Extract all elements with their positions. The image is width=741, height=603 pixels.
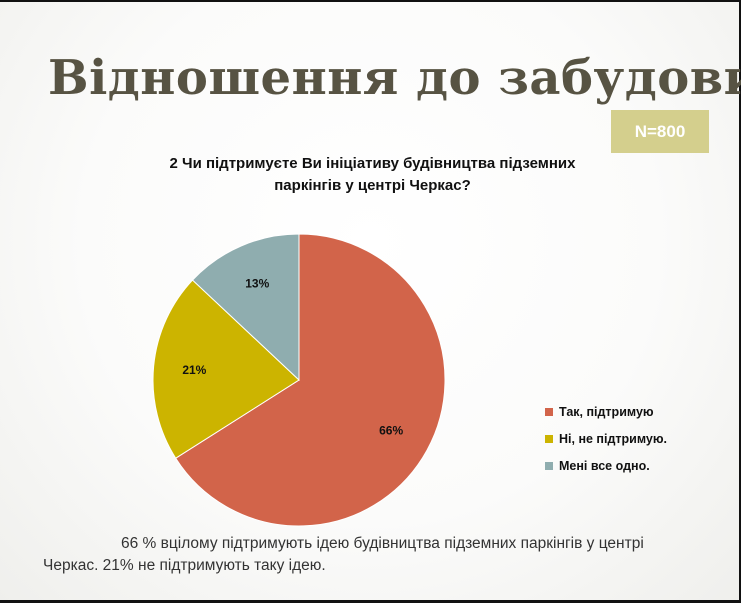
legend-swatch bbox=[545, 461, 553, 470]
pie-data-label: 13% bbox=[245, 277, 269, 291]
chart-title-line-2: паркінгів у центрі Черкас? bbox=[274, 177, 471, 194]
legend-item: Мені все одно. bbox=[545, 452, 667, 479]
pie-slice bbox=[191, 233, 300, 382]
legend-swatch bbox=[545, 407, 553, 416]
legend-swatch bbox=[545, 434, 553, 443]
sample-size-badge: N=800 bbox=[611, 110, 709, 153]
chart-legend: Так, підтримую Ні, не підтримую. Мені вс… bbox=[545, 398, 667, 479]
top-border bbox=[0, 0, 741, 2]
bottom-border bbox=[0, 600, 741, 603]
legend-item: Так, підтримую bbox=[545, 398, 667, 425]
legend-label: Ні, не підтримую. bbox=[559, 431, 668, 446]
pie-slice bbox=[175, 233, 446, 527]
slide-title: Відношення до забудови bbox=[48, 50, 741, 106]
legend-label: Мені все одно. bbox=[559, 458, 650, 473]
legend-label: Так, підтримую bbox=[559, 404, 654, 419]
chart-title: 2 Чи підтримуєте Ви ініціативу будівницт… bbox=[100, 153, 645, 197]
legend-item: Ні, не підтримую. bbox=[545, 425, 667, 452]
pie-data-label: 21% bbox=[182, 363, 206, 377]
pie-slice bbox=[152, 279, 300, 459]
right-border bbox=[739, 0, 741, 603]
summary-caption: 66 % вцілому підтримують ідею будівництв… bbox=[43, 535, 644, 574]
chart-title-line-1: 2 Чи підтримуєте Ви ініціативу будівницт… bbox=[169, 155, 576, 172]
pie-data-label: 66% bbox=[379, 424, 403, 438]
